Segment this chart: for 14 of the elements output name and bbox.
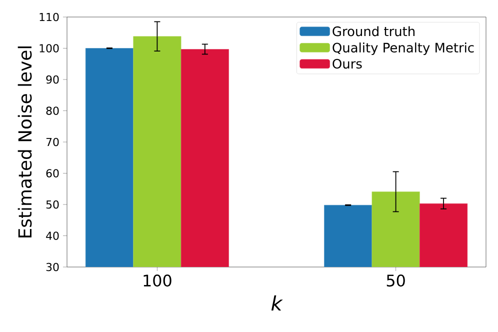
y-tick-label: 110	[40, 12, 59, 22]
legend-label: Quality Penalty Metric	[332, 42, 474, 56]
y-tick-label: 80	[46, 106, 59, 115]
y-tick-label: 60	[46, 169, 59, 178]
y-tick-label: 70	[46, 138, 59, 146]
y-tick-label: 100	[40, 44, 59, 52]
legend-label: Ours	[332, 58, 362, 69]
y-tick-label: 40	[46, 232, 59, 240]
y-tick-label: 90	[46, 75, 59, 84]
y-tick-label: 50	[46, 200, 59, 209]
x-axis-title: k	[271, 295, 283, 311]
y-axis-title: Estimated Noise level	[18, 46, 32, 238]
y-tick-label: 30	[46, 262, 59, 272]
legend-label: Ground truth	[332, 26, 415, 36]
